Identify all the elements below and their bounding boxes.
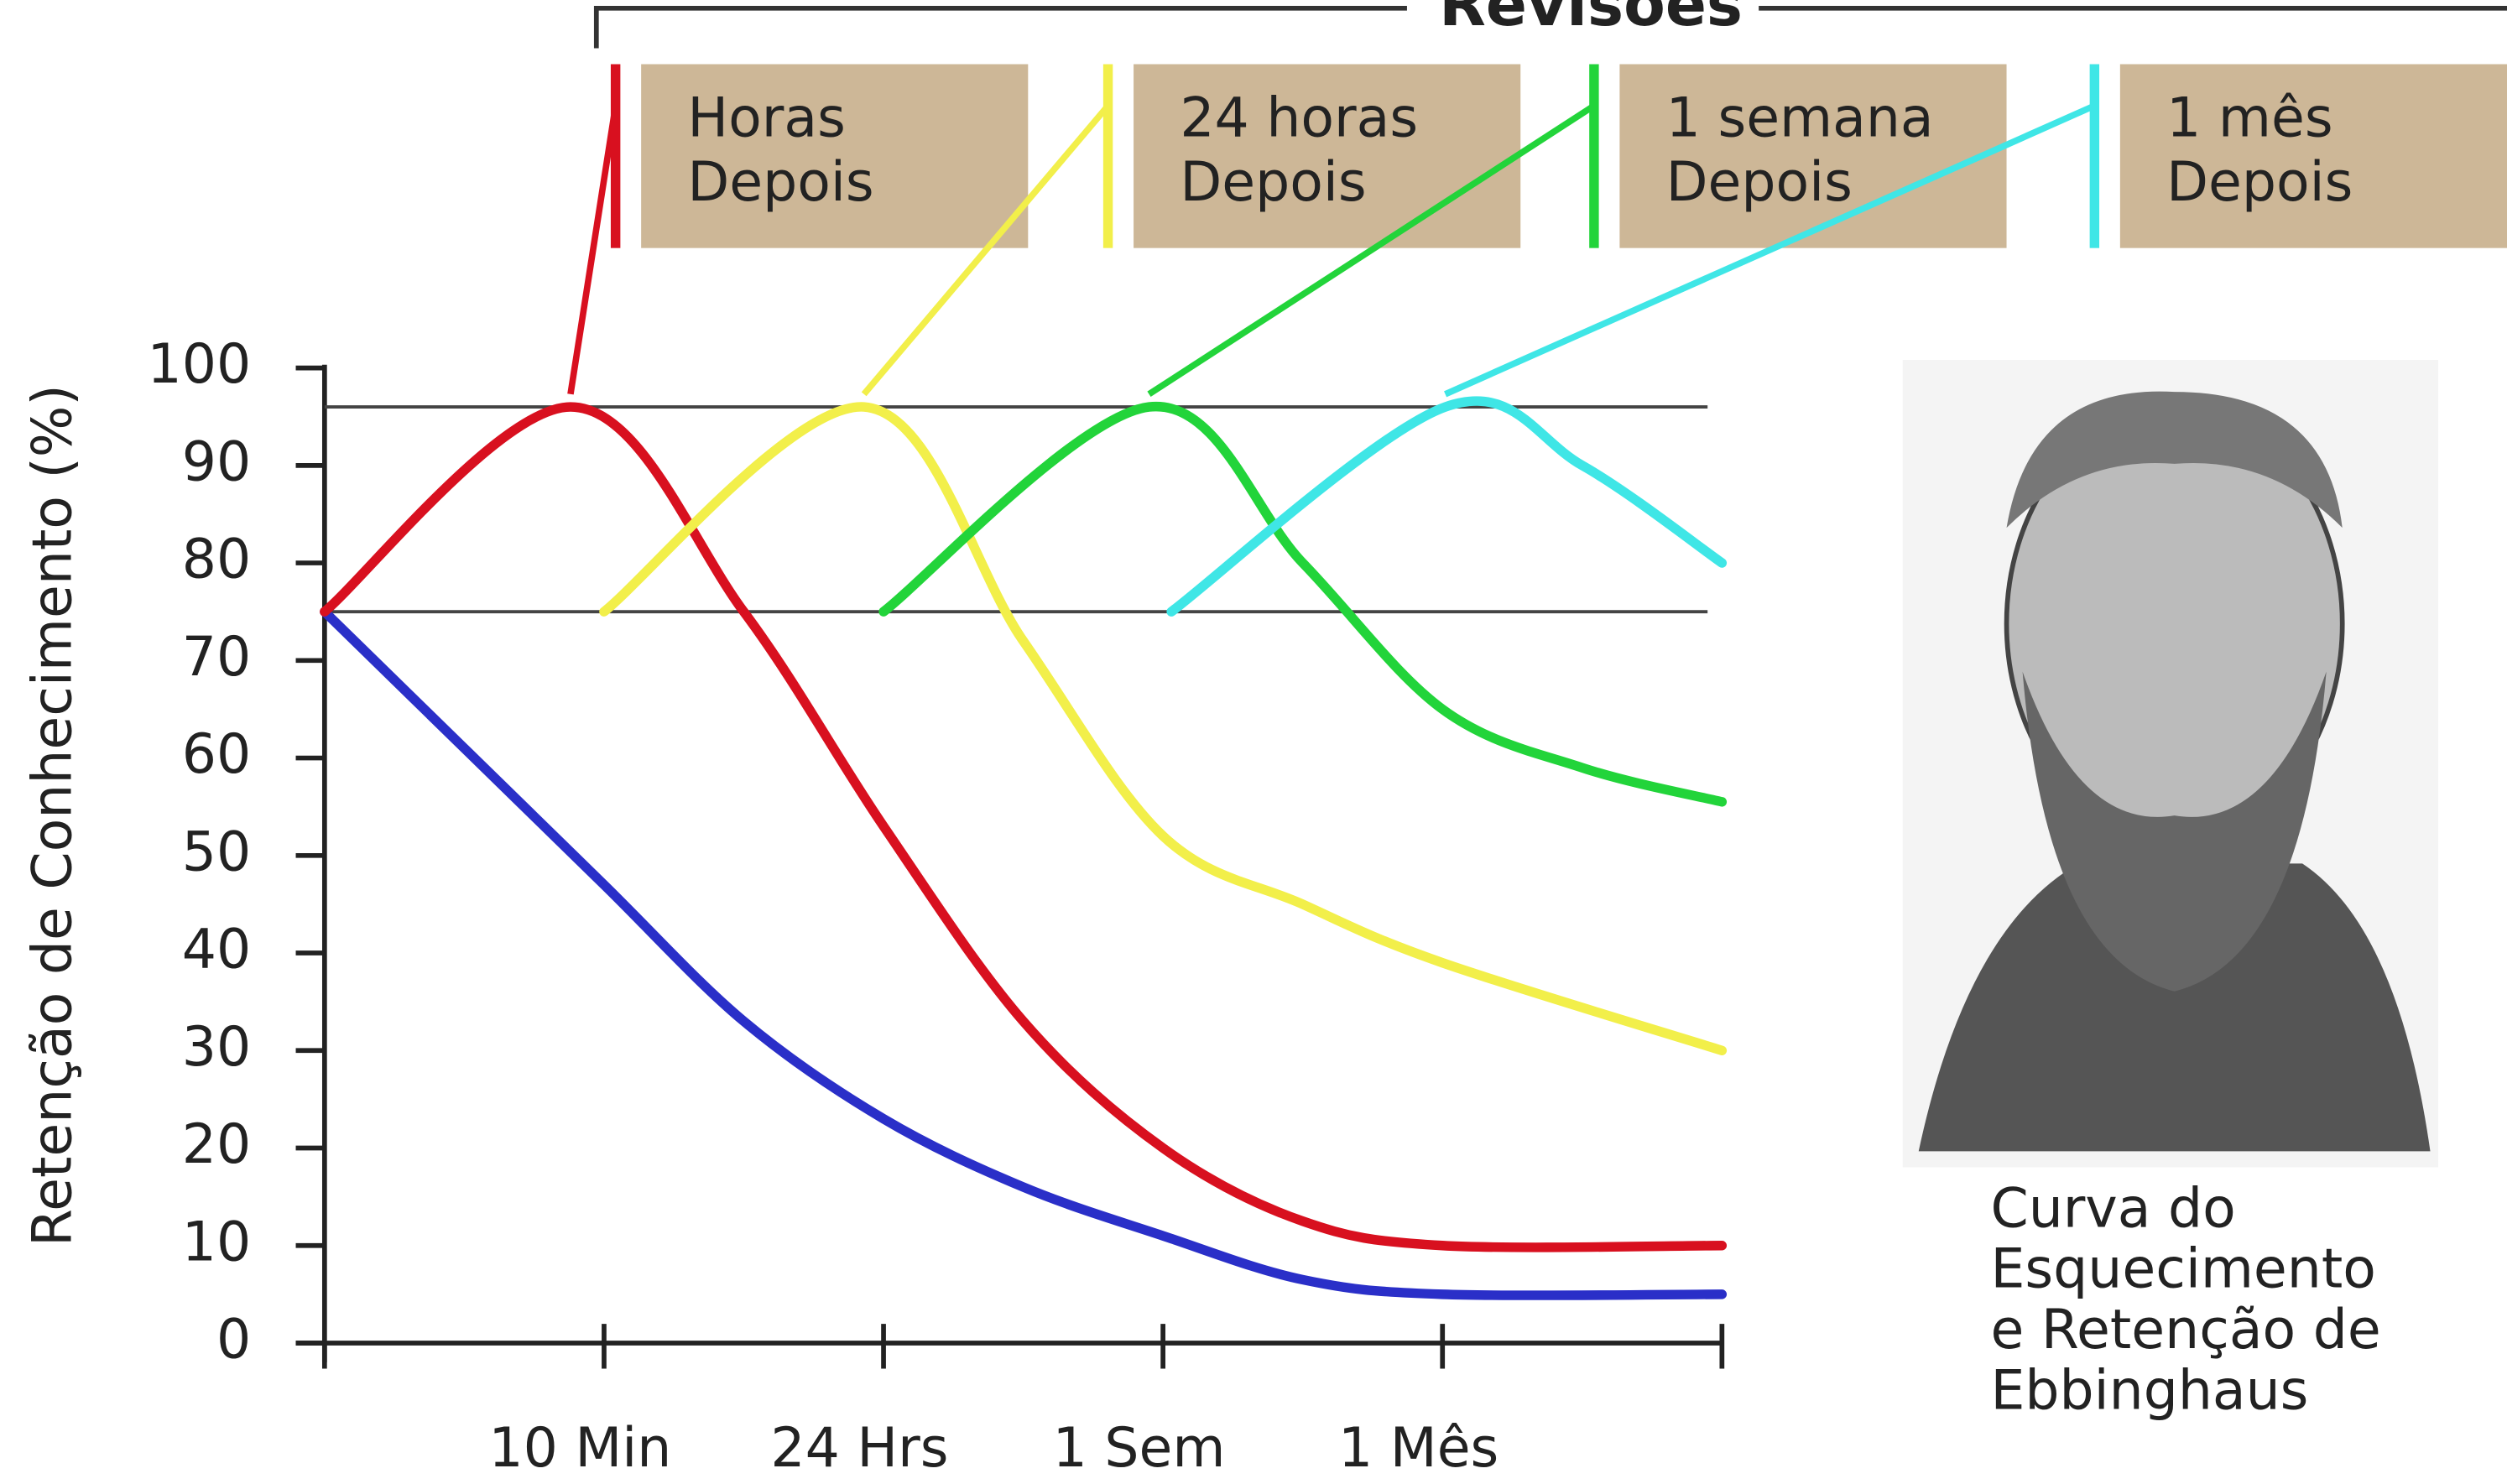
x-tick-label: 24 Hrs xyxy=(770,1417,948,1480)
revision-label: Depois xyxy=(1666,151,1853,214)
revision-leader xyxy=(1444,102,2096,398)
revision-box xyxy=(2119,64,2507,248)
y-tick-label: 80 xyxy=(182,529,251,591)
line-series xyxy=(1166,396,1728,617)
revision-box xyxy=(641,64,1029,248)
portrait xyxy=(1902,360,2439,1168)
revision-box xyxy=(1134,64,1521,248)
portrait-beard xyxy=(2022,671,2327,992)
revision-box xyxy=(1619,64,2007,248)
revision-label: Depois xyxy=(2166,151,2353,214)
x-tick-label: 1 Sem xyxy=(1053,1417,1226,1480)
x-tick-label: 10 Min xyxy=(488,1417,671,1480)
y-tick-label: 90 xyxy=(182,430,251,493)
y-tick-label: 10 xyxy=(182,1211,251,1273)
line-series xyxy=(599,402,1728,1055)
y-tick-label: 60 xyxy=(182,723,251,786)
caption: Ebbinghaus xyxy=(1990,1360,2308,1423)
y-tick-label: 50 xyxy=(182,820,251,883)
revision-label: Depois xyxy=(687,151,873,214)
y-tick-label: 100 xyxy=(148,333,252,396)
line-series xyxy=(320,607,1728,1300)
revision-label: 24 horas xyxy=(1180,87,1418,150)
portrait-body xyxy=(1918,863,2431,1152)
plot xyxy=(295,364,1725,1369)
portrait-hair xyxy=(2006,391,2343,529)
y-tick-label: 40 xyxy=(182,919,251,982)
line-series xyxy=(320,402,1728,1252)
revision-label: 1 mês xyxy=(2166,87,2333,150)
y-axis-label: Retenção de Conhecimento (%) xyxy=(21,384,84,1247)
revision-leader xyxy=(1147,102,1596,398)
y-tick-label: 30 xyxy=(182,1016,251,1079)
revisions-title: Revisões xyxy=(1439,0,1743,40)
revision-label: 1 semana xyxy=(1666,87,1934,150)
caption: Curva do xyxy=(1990,1177,2235,1240)
revision-marker xyxy=(2089,64,2100,248)
revision-marker xyxy=(610,64,621,248)
x-tick-label: 1 Mês xyxy=(1338,1417,1498,1480)
revision-marker xyxy=(1589,64,1599,248)
y-tick-label: 0 xyxy=(216,1309,251,1372)
line-series xyxy=(878,402,1728,807)
caption: Esquecimento xyxy=(1990,1238,2375,1301)
y-tick-label: 20 xyxy=(182,1113,251,1176)
revision-label: Horas xyxy=(687,87,845,150)
revision-leader xyxy=(567,105,619,395)
y-tick-label: 70 xyxy=(182,626,251,689)
revisions-bracket xyxy=(593,5,2507,49)
revision-leader xyxy=(861,103,1111,397)
caption: e Retenção de xyxy=(1990,1299,2380,1362)
revision-marker xyxy=(1102,64,1113,248)
revision-label: Depois xyxy=(1180,151,1366,214)
